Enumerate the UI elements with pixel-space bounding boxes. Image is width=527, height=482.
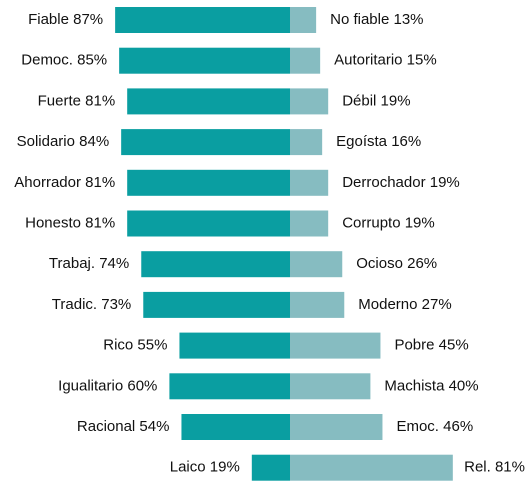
- left-label: Laico 19%: [170, 459, 240, 476]
- right-label: Rel. 81%: [464, 459, 525, 476]
- right-label: Egoísta 16%: [336, 133, 421, 150]
- right-label: Emoc. 46%: [396, 418, 473, 435]
- bar-left: [127, 88, 290, 115]
- bar-left: [115, 7, 290, 33]
- right-label: Débil 19%: [342, 92, 410, 109]
- left-label: Trabaj. 74%: [49, 255, 129, 272]
- bar-right: [290, 454, 453, 481]
- bar-right: [290, 210, 329, 237]
- bar-left: [143, 291, 290, 318]
- bar-right: [290, 169, 329, 196]
- left-label: Igualitario 60%: [58, 377, 157, 394]
- left-label: Solidario 84%: [17, 133, 110, 150]
- right-label: Corrupto 19%: [342, 214, 435, 231]
- bar-left: [127, 169, 290, 196]
- left-label: Fiable 87%: [28, 11, 103, 28]
- bar-right: [290, 47, 321, 74]
- left-label: Racional 54%: [77, 418, 170, 435]
- right-label: Derrochador 19%: [342, 174, 460, 191]
- left-label: Democ. 85%: [21, 52, 107, 69]
- right-label: Moderno 27%: [358, 296, 451, 313]
- left-label: Ahorrador 81%: [14, 174, 115, 191]
- bar-right: [290, 129, 323, 156]
- bar-right: [290, 291, 345, 318]
- right-label: Pobre 45%: [394, 337, 468, 354]
- left-label: Honesto 81%: [25, 214, 115, 231]
- bar-right: [290, 88, 329, 115]
- bar-left: [127, 210, 290, 237]
- bar-right: [290, 7, 317, 33]
- right-label: No fiable 13%: [330, 11, 423, 28]
- right-label: Machista 40%: [384, 377, 478, 394]
- bar-right: [290, 414, 383, 440]
- bar-left: [181, 414, 290, 440]
- bar-left: [251, 454, 290, 481]
- bar-left: [121, 129, 290, 156]
- bar-left: [141, 251, 290, 278]
- bar-right: [290, 251, 343, 278]
- bar-left: [179, 332, 290, 359]
- bar-left: [169, 373, 290, 400]
- left-label: Rico 55%: [103, 337, 167, 354]
- bar-right: [290, 373, 371, 400]
- bar-right: [290, 332, 381, 359]
- right-label: Ocioso 26%: [356, 255, 437, 272]
- left-label: Tradic. 73%: [52, 296, 131, 313]
- left-label: Fuerte 81%: [38, 92, 116, 109]
- right-label: Autoritario 15%: [334, 52, 437, 69]
- bar-left: [119, 47, 291, 74]
